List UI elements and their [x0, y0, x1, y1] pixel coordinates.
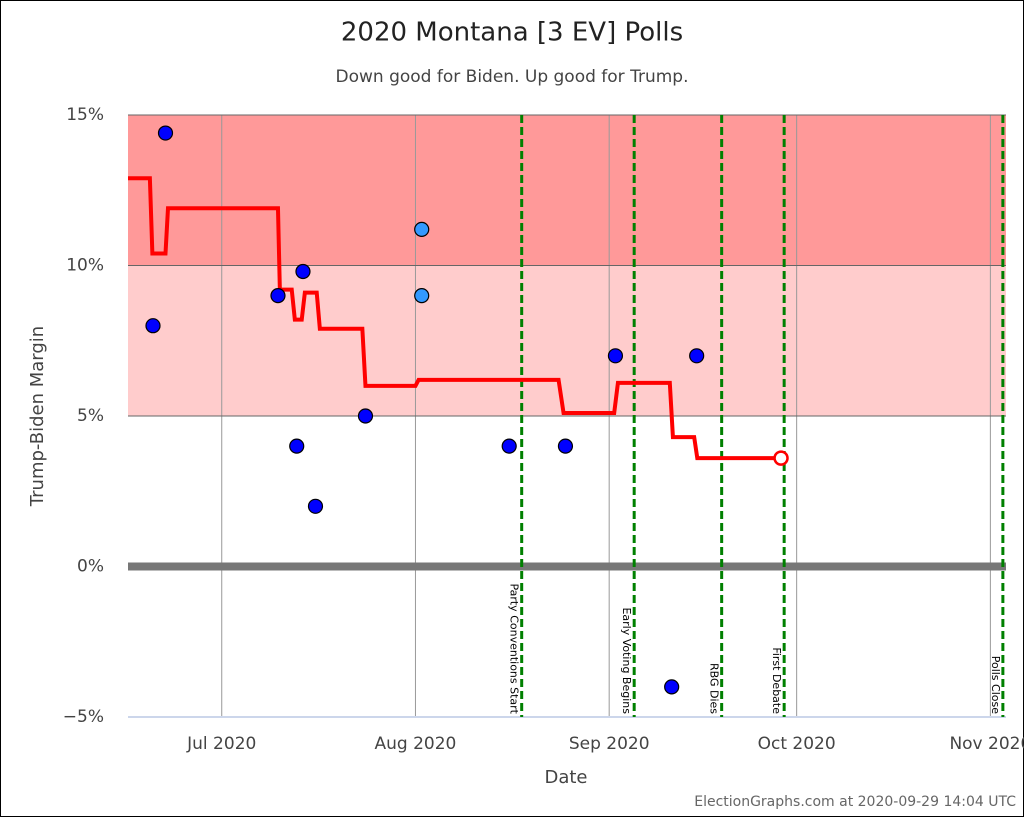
event-label: Early Voting Begins — [620, 607, 633, 714]
y-tick-label: 5% — [77, 406, 104, 426]
event-label: RBG Dies — [708, 663, 721, 714]
average-end — [773, 450, 789, 466]
poll-point — [501, 438, 517, 454]
band — [128, 265, 1006, 416]
poll-point — [307, 498, 324, 514]
event-label: First Debate — [770, 647, 783, 714]
y-tick-label: 0% — [77, 557, 104, 577]
poll-point — [414, 221, 430, 237]
event-label: Party Conventions Start — [508, 583, 521, 714]
poll-point — [289, 438, 305, 454]
x-tick-label: Jul 2020 — [186, 734, 256, 754]
poll-point — [145, 318, 161, 334]
x-tick-label: Aug 2020 — [375, 734, 457, 754]
band — [128, 115, 1006, 266]
y-tick-label: −5% — [63, 707, 104, 727]
chart-title: 2020 Montana [3 EV] Polls — [341, 18, 683, 48]
x-axis-title: Date — [544, 767, 587, 788]
x-tick-label: Oct 2020 — [758, 734, 836, 754]
average-line — [128, 176, 782, 461]
chart-subtitle: Down good for Biden. Up good for Trump. — [336, 67, 689, 87]
poll-point — [607, 348, 624, 364]
x-tick-label: Sep 2020 — [569, 734, 650, 754]
poll-point — [664, 679, 680, 695]
poll-point — [414, 288, 430, 304]
event-label: Polls Close — [989, 656, 1002, 715]
footer: ElectionGraphs.com at 2020-09-29 14:04 U… — [694, 794, 1016, 810]
poll-point — [357, 408, 374, 424]
poll-point — [270, 288, 286, 304]
x-tick-label: Nov 2020 — [949, 734, 1024, 754]
y-tick-label: 15% — [66, 105, 104, 125]
poll-point — [557, 438, 574, 454]
y-axis-title: Trump-Biden Margin — [27, 326, 48, 507]
poll-point — [157, 125, 174, 141]
y-tick-label: 10% — [66, 256, 104, 276]
poll-point — [295, 263, 311, 280]
plot-area: Jul 2020 Aug 2020 Sep 2020 Oct 2020 Nov 2020… — [63, 105, 1024, 754]
poll-point — [689, 348, 705, 364]
